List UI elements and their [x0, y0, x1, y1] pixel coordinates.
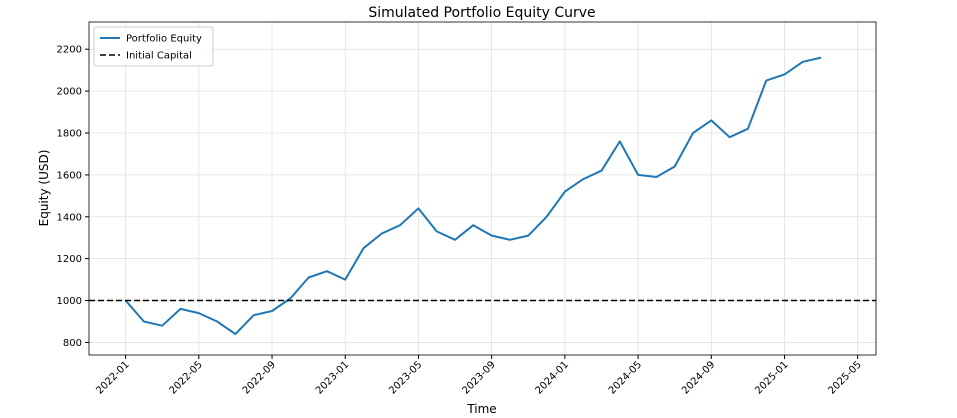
y-tick-label: 1200 [57, 254, 82, 265]
y-tick-label: 2200 [57, 45, 82, 56]
y-tick-label: 800 [63, 338, 82, 349]
legend-label: Initial Capital [126, 51, 192, 62]
legend-label: Portfolio Equity [126, 34, 202, 45]
chart-title: Simulated Portfolio Equity Curve [368, 5, 595, 21]
y-axis-label: Equity (USD) [37, 150, 51, 227]
y-tick-label: 1600 [57, 170, 82, 181]
y-tick-label: 1000 [57, 296, 82, 307]
y-tick-label: 1800 [57, 129, 82, 140]
equity-line [124, 56, 822, 336]
plot-frame [88, 21, 877, 356]
x-axis-label: Time [466, 402, 496, 416]
y-tick-label: 2000 [57, 87, 82, 98]
legend: Portfolio Equity Initial Capital [93, 26, 214, 67]
legend-box [93, 26, 214, 67]
y-tick-label: 1400 [57, 212, 82, 223]
